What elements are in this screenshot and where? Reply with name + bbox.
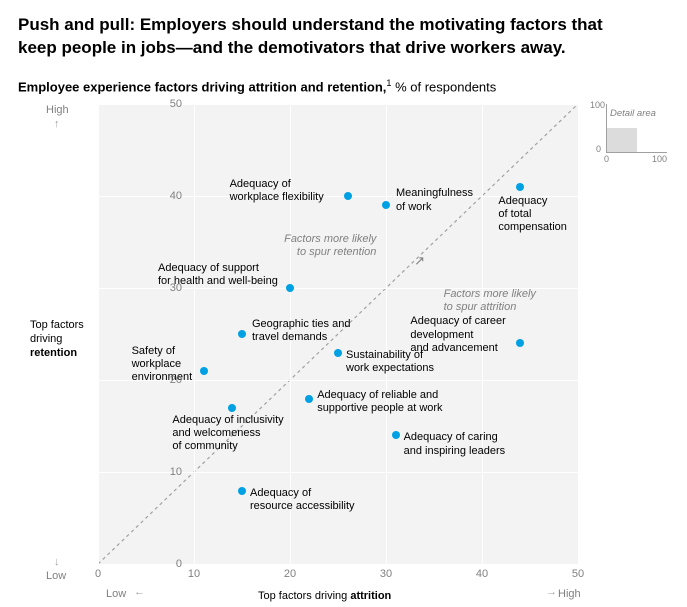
subtitle-bold: Employee experience factors driving attr… [18, 79, 386, 94]
data-point [392, 431, 400, 439]
data-point [305, 395, 313, 403]
arrow-left-icon: ← [134, 586, 145, 598]
arrow-right-icon: → [546, 586, 557, 598]
data-point-label: Adequacy of reliable andsupportive peopl… [317, 389, 442, 415]
gridline-v [98, 104, 99, 564]
x-axis-label-part1: Top factors driving [258, 590, 350, 602]
xtick: 10 [188, 568, 200, 580]
data-point [334, 349, 342, 357]
y-axis-label-line1: Top factors [30, 319, 84, 331]
data-point [238, 330, 246, 338]
annotation-attrition: Factors more likelyto spur attrition [444, 288, 554, 314]
x-axis-low-label: Low [106, 588, 126, 600]
gridline-v [386, 104, 387, 564]
x-axis-label: Top factors driving attrition [258, 590, 391, 602]
x-axis-high-label: High [558, 588, 581, 600]
data-point-label: Sustainability ofwork expectations [346, 349, 434, 375]
xtick: 0 [95, 568, 101, 580]
data-point [238, 487, 246, 495]
chart-subtitle: Employee experience factors driving attr… [18, 78, 669, 94]
data-point-label: Adequacy of caringand inspiring leaders [404, 431, 506, 457]
data-point-label: Adequacy ofworkplace flexibility [230, 178, 324, 204]
arrow-down-icon: ↓ [54, 556, 60, 568]
chart-title: Push and pull: Employers should understa… [18, 14, 628, 60]
ytick: 30 [152, 282, 182, 294]
data-point [286, 284, 294, 292]
data-point [200, 367, 208, 375]
data-point [228, 404, 236, 412]
ytick: 50 [152, 98, 182, 110]
xtick: 50 [572, 568, 584, 580]
inset-label: Detail area [610, 108, 656, 119]
data-point [516, 183, 524, 191]
arrow-up-icon: ↑ [54, 118, 60, 130]
y-axis-label-line3: retention [30, 347, 77, 359]
data-point [382, 201, 390, 209]
data-point-label: Meaningfulnessof work [396, 187, 473, 213]
inset-detail-area [607, 128, 637, 152]
diagonal-arrow-icon: ↗ [414, 253, 425, 269]
gridline-v [194, 104, 195, 564]
annotation-retention: Factors more likelyto spur retention [266, 233, 376, 259]
x-axis-outer: Low ← Top factors driving attrition → Hi… [18, 576, 668, 604]
y-axis-label: Top factors driving retention [30, 319, 100, 360]
y-axis-label-line2: driving [30, 333, 62, 345]
subtitle-rest: % of respondents [391, 79, 496, 94]
chart-area: High ↑ Top factors driving retention ↓ L… [18, 104, 668, 604]
gridline-v [578, 104, 579, 564]
inset-xtick-100: 100 [652, 154, 667, 164]
data-point-label: Adequacyof totalcompensation [498, 195, 567, 235]
ytick: 20 [152, 374, 182, 386]
data-point-label: Adequacy ofresource accessibility [250, 487, 355, 513]
scatter-plot: Factors more likelyto spur retention ↗ Fac… [98, 104, 578, 564]
inset-ytick-0: 0 [596, 144, 601, 154]
ytick: 10 [152, 466, 182, 478]
data-point-label: Geographic ties andtravel demands [252, 318, 350, 344]
inset-ytick-100: 100 [590, 100, 605, 110]
xtick: 40 [476, 568, 488, 580]
xtick: 20 [284, 568, 296, 580]
data-point [344, 192, 352, 200]
ytick: 0 [152, 558, 182, 570]
xtick: 30 [380, 568, 392, 580]
y-axis-high-label: High [46, 104, 69, 116]
inset-overview: 100 0 Detail area 0 100 [590, 104, 668, 162]
inset-xtick-0: 0 [604, 154, 609, 164]
data-point-label: Adequacy of inclusivityand welcomenessof… [172, 414, 283, 454]
data-point [516, 339, 524, 347]
y-axis-outer: High ↑ Top factors driving retention ↓ L… [36, 104, 96, 604]
ytick: 40 [152, 190, 182, 202]
x-axis-label-part2: attrition [350, 590, 391, 602]
